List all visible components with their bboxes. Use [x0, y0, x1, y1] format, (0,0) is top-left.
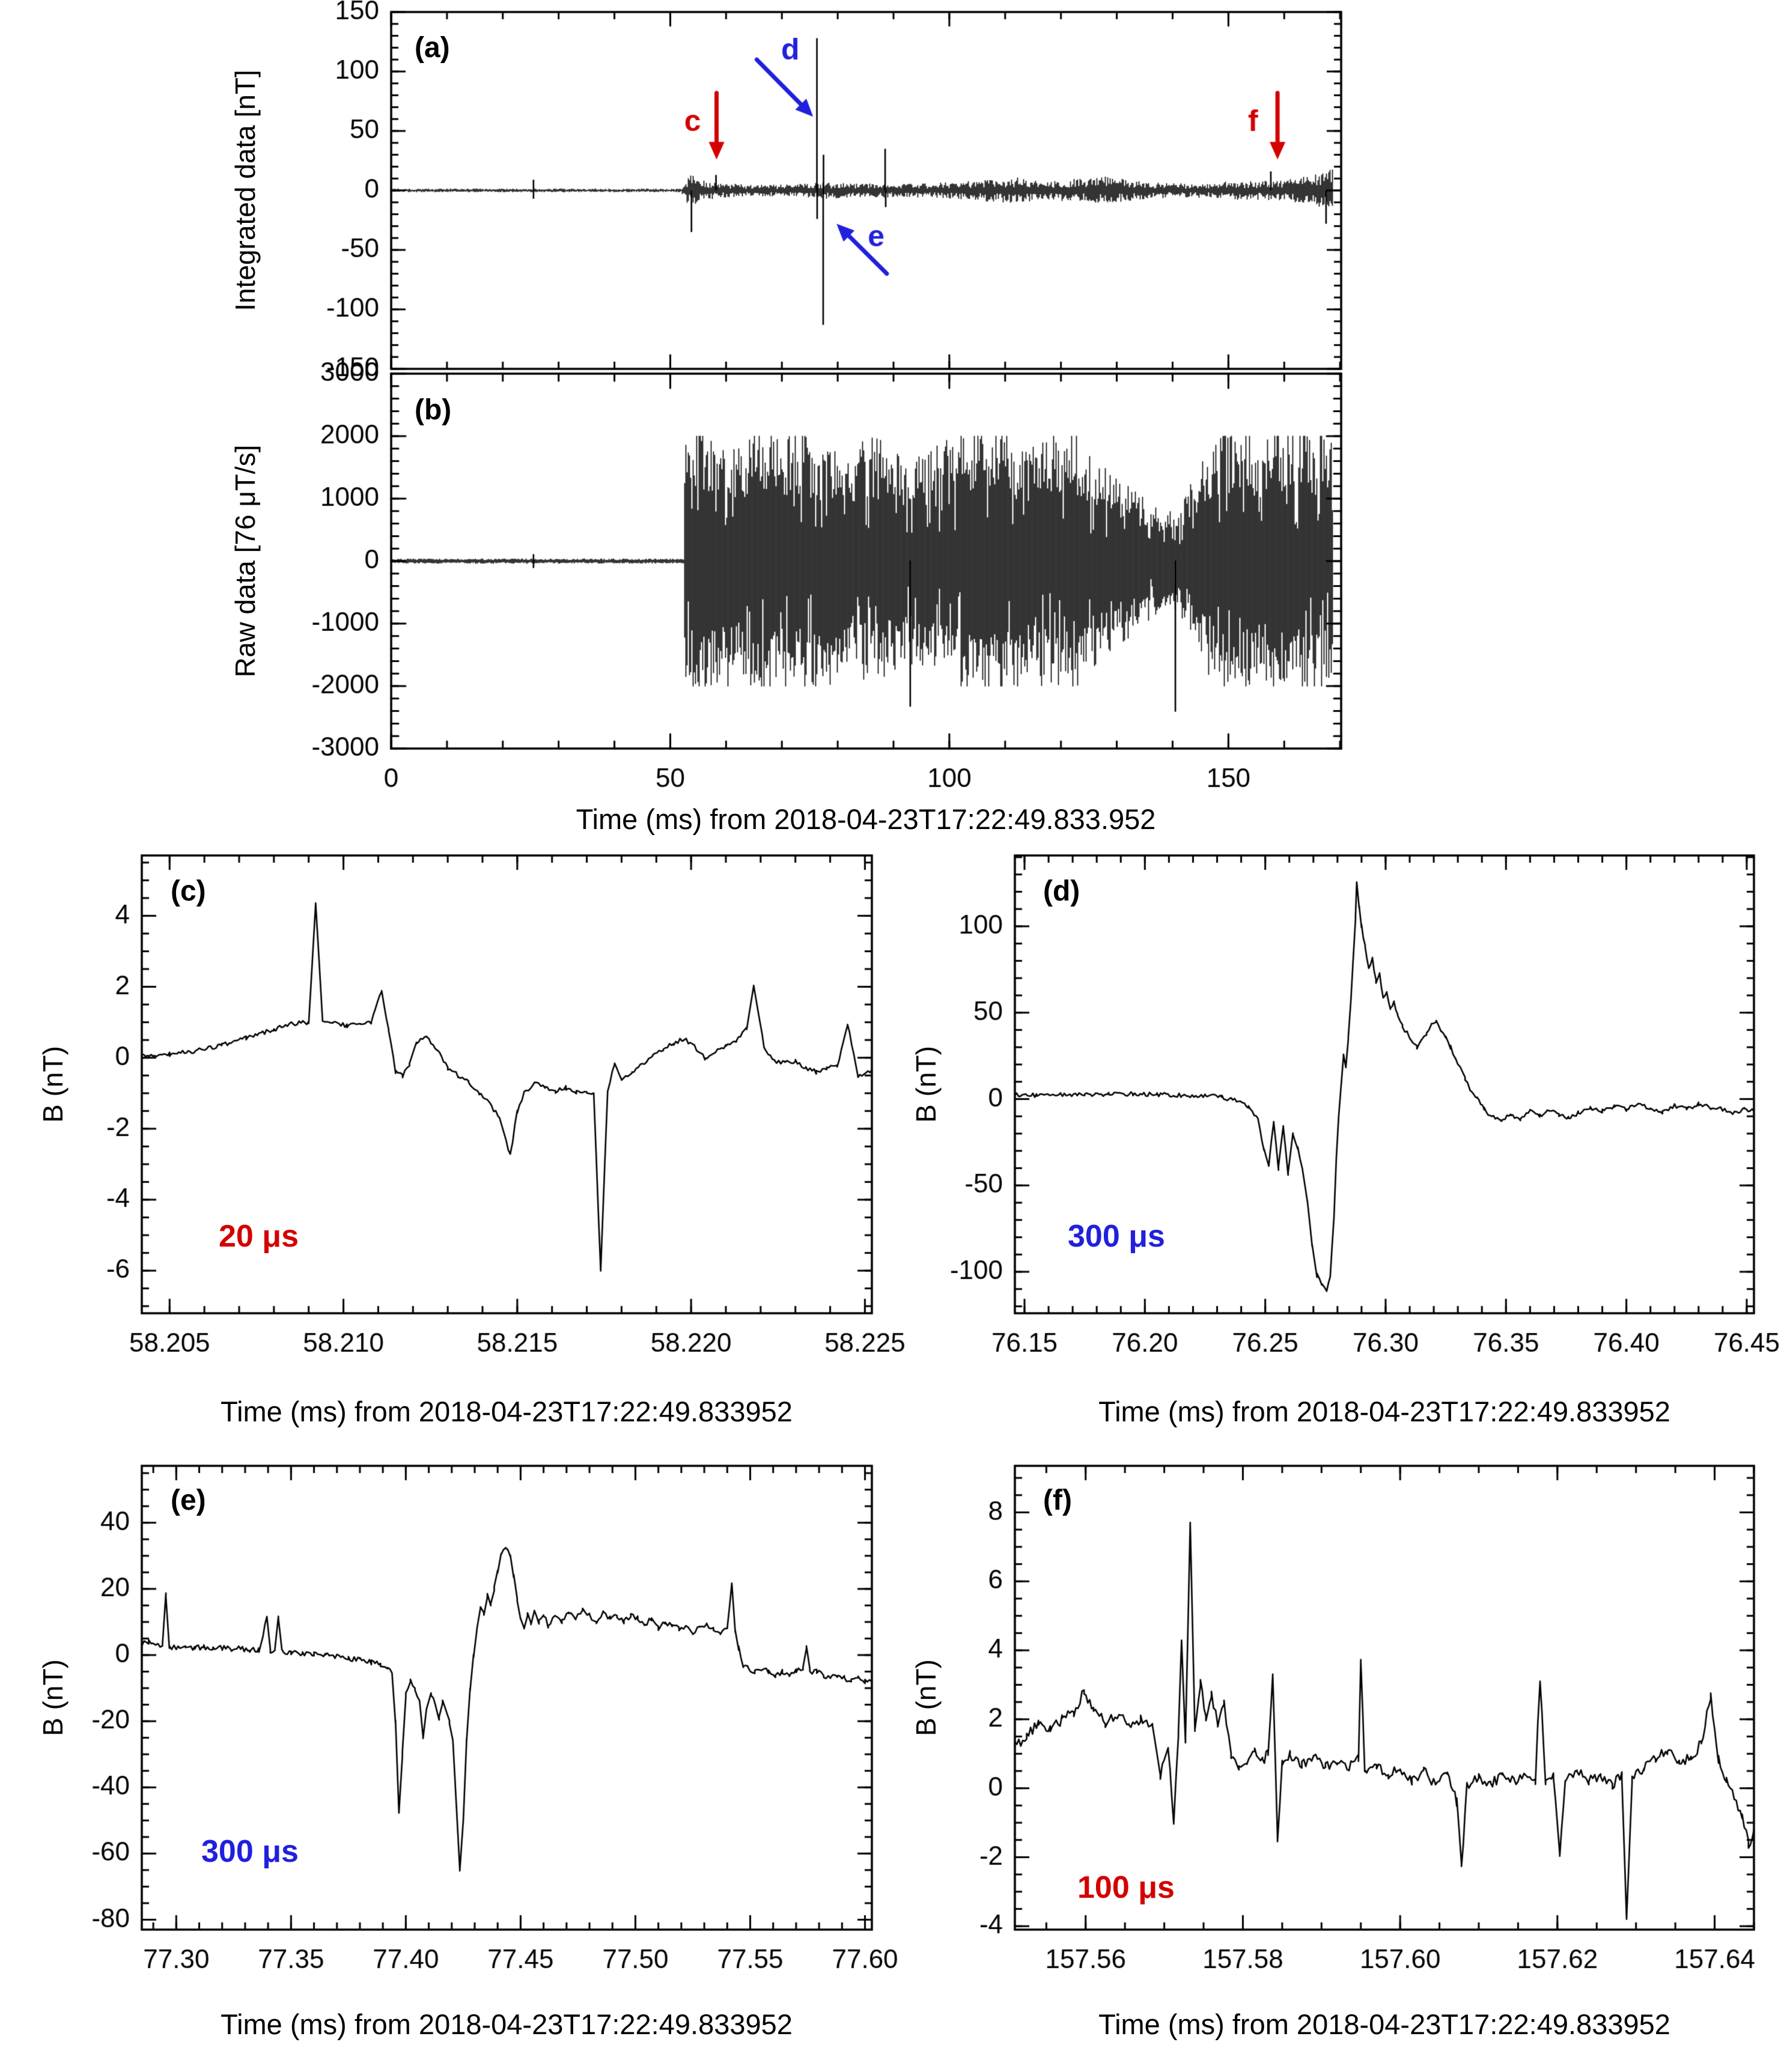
x-axis-title-e: Time (ms) from 2018-04-23T17:22:49.83395… [221, 2008, 793, 2040]
y-axis-label-a: Integrated data [nT] [230, 70, 261, 311]
y-axis-label-c: B (nT) [37, 1046, 68, 1123]
y-axis-label-e: B (nT) [37, 1659, 68, 1736]
panel-label-c: (c) [171, 875, 206, 907]
y-axis-label-b: Raw data [76 μT/s] [230, 445, 261, 678]
x-axis-title-c: Time (ms) from 2018-04-23T17:22:49.83395… [221, 1396, 793, 1427]
time-scale-label-d: 300 μs [1068, 1219, 1165, 1254]
x-axis-title-f: Time (ms) from 2018-04-23T17:22:49.83395… [1098, 2008, 1670, 2040]
panels-ab-canvas [168, 0, 1454, 799]
panel-label-d: (d) [1043, 875, 1080, 907]
panel-c-canvas [60, 829, 925, 1406]
panel-e-canvas [60, 1442, 925, 2019]
y-axis-label-d: B (nT) [910, 1046, 942, 1123]
panel-label-b: (b) [415, 394, 452, 426]
time-scale-label-f: 100 μs [1077, 1870, 1175, 1905]
time-scale-label-c: 20 μs [219, 1219, 299, 1254]
x-axis-title-d: Time (ms) from 2018-04-23T17:22:49.83395… [1098, 1396, 1670, 1427]
panel-label-a: (a) [415, 32, 450, 64]
panel-label-f: (f) [1043, 1484, 1072, 1516]
panel-label-e: (e) [171, 1484, 206, 1516]
time-scale-label-e: 300 μs [201, 1834, 299, 1869]
y-axis-label-f: B (nT) [910, 1659, 942, 1736]
panel-f-canvas [919, 1442, 1790, 2019]
panel-d-canvas [919, 829, 1790, 1406]
